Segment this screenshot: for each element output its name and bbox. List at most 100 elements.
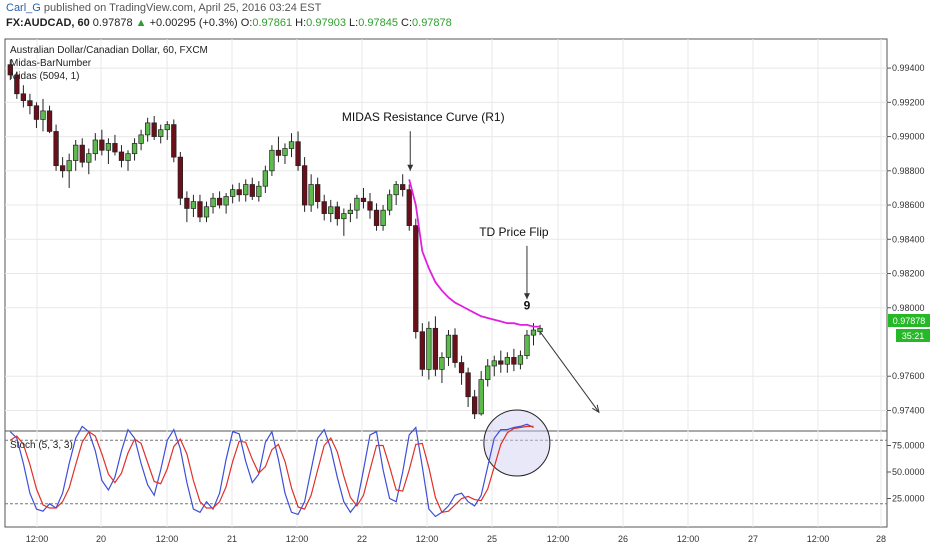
- bearish-candle[interactable]: [197, 201, 203, 218]
- bearish-candle[interactable]: [33, 105, 40, 120]
- bullish-candle[interactable]: [491, 360, 497, 367]
- indicator-label-bar-number: Midas-BarNumber: [10, 58, 92, 69]
- bullish-candle[interactable]: [144, 122, 151, 136]
- bearish-candle[interactable]: [7, 64, 13, 76]
- bullish-candle[interactable]: [308, 184, 314, 206]
- bullish-candle[interactable]: [164, 124, 170, 131]
- bullish-candle[interactable]: [288, 141, 295, 149]
- bearish-candle[interactable]: [295, 141, 301, 167]
- bearish-candle[interactable]: [171, 124, 177, 158]
- bullish-candle[interactable]: [347, 209, 354, 214]
- bearish-candle[interactable]: [301, 165, 308, 206]
- stoch-axis-label: 50.0000: [892, 467, 925, 477]
- bullish-candle[interactable]: [243, 184, 249, 196]
- bullish-candle[interactable]: [386, 194, 393, 211]
- bullish-candle[interactable]: [262, 170, 269, 187]
- projection-arrow-head-icon: [592, 404, 600, 414]
- bullish-candle[interactable]: [86, 153, 92, 163]
- bullish-candle[interactable]: [73, 144, 79, 161]
- bullish-candle[interactable]: [445, 334, 452, 358]
- bullish-candle[interactable]: [426, 327, 432, 370]
- bullish-candle[interactable]: [380, 209, 386, 226]
- bearish-candle[interactable]: [452, 334, 458, 363]
- bearish-candle[interactable]: [465, 372, 471, 398]
- bearish-candle[interactable]: [419, 331, 425, 370]
- bullish-candle[interactable]: [524, 334, 530, 357]
- td-arrow-head-icon: [523, 293, 530, 300]
- bullish-candle[interactable]: [40, 110, 46, 120]
- bullish-candle[interactable]: [210, 197, 216, 208]
- bearish-candle[interactable]: [46, 110, 53, 132]
- bearish-candle[interactable]: [498, 360, 504, 365]
- bearish-candle[interactable]: [27, 100, 33, 107]
- bullish-candle[interactable]: [223, 196, 229, 206]
- countdown-tag: 35:21: [902, 331, 925, 341]
- bullish-candle[interactable]: [328, 206, 334, 214]
- bearish-candle[interactable]: [177, 156, 183, 199]
- bullish-candle[interactable]: [537, 327, 543, 333]
- bullish-candle[interactable]: [256, 185, 262, 197]
- price-axis-label: 0.98400: [892, 234, 925, 244]
- bullish-candle[interactable]: [439, 357, 445, 370]
- published-text: published on TradingView.com, April 25, …: [43, 2, 322, 14]
- bullish-candle[interactable]: [269, 149, 275, 172]
- bearish-candle[interactable]: [406, 189, 412, 226]
- bearish-candle[interactable]: [118, 151, 125, 161]
- bullish-candle[interactable]: [125, 153, 131, 161]
- projection-arrow-line: [539, 331, 600, 413]
- bullish-candle[interactable]: [230, 189, 236, 197]
- bearish-candle[interactable]: [112, 143, 118, 153]
- bearish-candle[interactable]: [458, 362, 465, 374]
- bearish-candle[interactable]: [360, 197, 367, 202]
- symbol-label: FX:AUDCAD, 60: [6, 17, 90, 29]
- bullish-candle[interactable]: [131, 143, 138, 155]
- bullish-candle[interactable]: [105, 143, 112, 151]
- bearish-candle[interactable]: [59, 165, 66, 172]
- bearish-candle[interactable]: [216, 197, 223, 206]
- price-tag: 0.97878: [893, 316, 926, 326]
- bullish-candle[interactable]: [203, 206, 210, 218]
- bearish-candle[interactable]: [275, 149, 282, 156]
- bearish-candle[interactable]: [14, 74, 20, 95]
- bearish-candle[interactable]: [53, 131, 59, 167]
- bullish-candle[interactable]: [341, 213, 347, 220]
- bearish-candle[interactable]: [367, 201, 373, 211]
- bullish-candle[interactable]: [158, 129, 164, 137]
- bearish-candle[interactable]: [413, 225, 419, 333]
- bullish-candle[interactable]: [485, 365, 491, 380]
- bullish-candle[interactable]: [530, 329, 537, 336]
- bullish-candle[interactable]: [504, 357, 510, 365]
- bearish-candle[interactable]: [184, 197, 190, 209]
- bullish-candle[interactable]: [282, 148, 288, 156]
- publisher-line: Carl_G published on TradingView.com, Apr…: [6, 2, 321, 14]
- bearish-candle[interactable]: [20, 93, 27, 101]
- bearish-candle[interactable]: [373, 209, 380, 226]
- bullish-candle[interactable]: [354, 197, 360, 211]
- bearish-candle[interactable]: [236, 189, 242, 196]
- bearish-candle[interactable]: [151, 122, 157, 137]
- low-value: 0.97845: [358, 17, 398, 29]
- bearish-candle[interactable]: [79, 144, 85, 163]
- bullish-candle[interactable]: [478, 379, 484, 415]
- bullish-candle[interactable]: [190, 201, 197, 209]
- time-axis-label: 28: [876, 534, 886, 544]
- bearish-candle[interactable]: [511, 357, 517, 365]
- bearish-candle[interactable]: [321, 201, 327, 214]
- bullish-candle[interactable]: [138, 134, 144, 144]
- time-axis-label: 12:00: [156, 534, 179, 544]
- bearish-candle[interactable]: [315, 184, 321, 202]
- time-axis-label: 27: [748, 534, 758, 544]
- bullish-candle[interactable]: [393, 184, 399, 196]
- price-axis-label: 0.99200: [892, 97, 925, 107]
- bearish-candle[interactable]: [249, 184, 255, 197]
- bearish-candle[interactable]: [400, 184, 406, 190]
- bearish-candle[interactable]: [334, 206, 340, 220]
- bullish-candle[interactable]: [517, 355, 524, 365]
- bullish-candle[interactable]: [92, 139, 98, 155]
- bearish-candle[interactable]: [432, 327, 439, 370]
- bullish-candle[interactable]: [66, 160, 72, 172]
- bearish-candle[interactable]: [99, 139, 105, 151]
- bearish-candle[interactable]: [471, 396, 478, 415]
- publisher-name[interactable]: Carl_G: [6, 2, 41, 14]
